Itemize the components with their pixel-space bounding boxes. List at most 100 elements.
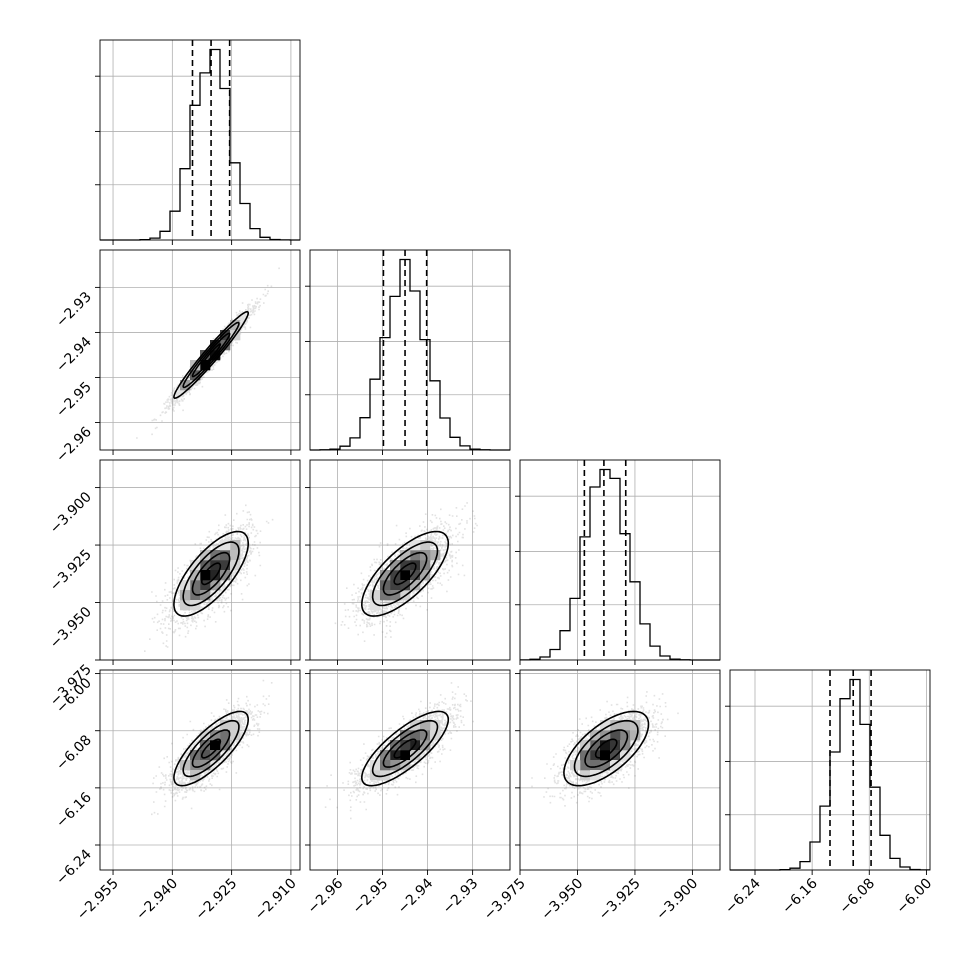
hist2d-cell xyxy=(610,760,621,771)
histogram-2 xyxy=(520,468,720,661)
density-3-1 xyxy=(324,682,474,820)
hist2d-cell xyxy=(580,750,591,761)
x-tick-label: −2.96 xyxy=(305,875,347,917)
hist2d-cell xyxy=(410,750,421,761)
hist2d-cell xyxy=(190,360,201,371)
hist2d-cell xyxy=(620,720,631,731)
y-tick-label: −3.925 xyxy=(47,547,95,595)
hist2d-cell xyxy=(600,720,611,731)
panel-frame xyxy=(519,669,721,871)
hist2d-cell xyxy=(220,570,231,581)
y-tick-label: −2.95 xyxy=(53,379,95,421)
x-tick-label: −2.95 xyxy=(350,876,392,918)
hist2d-cell xyxy=(390,580,401,591)
hist2d-cell xyxy=(380,750,391,761)
x-tick-label: −3.950 xyxy=(538,876,586,924)
contour-0 xyxy=(201,738,222,759)
density-2-0 xyxy=(144,504,274,652)
contour-2 xyxy=(371,541,439,607)
hist2d-cell xyxy=(580,770,591,781)
hist2d-cell xyxy=(600,750,611,761)
hist2d-cell xyxy=(220,730,231,741)
panel-frame xyxy=(309,459,511,661)
panel-frame xyxy=(99,459,301,661)
hist2d-cell xyxy=(200,580,211,591)
hist2d-cell xyxy=(420,740,431,751)
hist2d-cell xyxy=(420,570,431,581)
contour-0 xyxy=(594,738,618,759)
y-tick-label: −6.16 xyxy=(53,789,95,831)
contour-2 xyxy=(182,541,240,607)
hist2d-cell xyxy=(630,730,641,741)
panel-0-0 xyxy=(95,39,301,241)
x-tick-label: −3.900 xyxy=(653,876,701,924)
hist2d-cell xyxy=(210,550,221,561)
panel-1-0 xyxy=(99,249,301,451)
hist2d-cell xyxy=(400,730,411,741)
hist2d-cell xyxy=(380,570,391,581)
x-tick-label: −6.16 xyxy=(779,875,821,917)
hist2d-cell xyxy=(390,590,401,601)
density-3-0 xyxy=(151,679,273,816)
hist2d-cell xyxy=(220,720,231,731)
hist2d-cell xyxy=(410,730,421,741)
density-3-2 xyxy=(531,691,679,807)
hist2d-cell xyxy=(420,730,431,741)
y-tick-label: −6.24 xyxy=(53,846,95,888)
x-tick-label: −6.08 xyxy=(836,876,878,918)
hist2d-cell xyxy=(430,720,441,731)
contour-3 xyxy=(360,710,450,787)
panel-frame xyxy=(99,249,301,451)
hist2d-cell xyxy=(190,580,201,591)
hist2d-cell xyxy=(210,730,221,741)
panel-1-1 xyxy=(305,249,511,451)
hist2d-cell xyxy=(610,720,621,731)
y-tick-label: −2.96 xyxy=(53,424,95,466)
x-tick-label: −2.93 xyxy=(440,876,482,918)
hist2d-cell xyxy=(610,730,621,741)
hist2d-cell xyxy=(590,740,601,751)
hist2d-cell xyxy=(230,540,241,551)
hist2d-cell xyxy=(180,380,191,391)
contour-0 xyxy=(393,562,417,586)
hist2d-cell xyxy=(220,560,231,571)
panel-frame xyxy=(309,669,511,871)
panel-3-1 xyxy=(309,669,511,871)
hist2d-cell xyxy=(380,590,391,601)
hist2d-cell xyxy=(420,540,431,551)
panel-frame xyxy=(99,39,301,241)
contour-3 xyxy=(173,710,250,787)
hist2d-cell xyxy=(390,570,401,581)
contour-0 xyxy=(201,562,222,586)
hist2d-cell xyxy=(230,320,241,331)
x-tick-label: −2.925 xyxy=(192,876,240,924)
panel-3-0 xyxy=(99,669,301,871)
hist2d-cell xyxy=(610,740,621,751)
x-tick-label: −6.24 xyxy=(722,875,764,917)
hist2d-cell xyxy=(230,550,241,561)
hist2d-cell xyxy=(580,760,591,771)
hist2d-cell xyxy=(590,760,601,771)
hist2d-cell xyxy=(370,760,381,771)
contour-1 xyxy=(382,729,428,768)
panel-frame xyxy=(729,669,931,871)
panel-frame xyxy=(309,249,511,451)
hist2d-cell xyxy=(190,570,201,581)
hist2d-cell xyxy=(210,570,221,581)
hist2d-cell xyxy=(200,750,211,761)
hist2d-cell xyxy=(400,740,411,751)
hist2d-cell xyxy=(600,760,611,771)
hist2d-cell xyxy=(390,560,401,571)
hist2d-cell xyxy=(220,540,231,551)
hist2d-cell xyxy=(400,550,411,561)
hist2d-cell xyxy=(200,360,211,371)
density-2-1 xyxy=(334,502,478,642)
panel-3-2 xyxy=(519,669,721,871)
hist2d-cell xyxy=(370,590,381,601)
hist2d-cell xyxy=(180,600,191,611)
hist2d-cell xyxy=(410,550,421,561)
hist2d-cell xyxy=(210,750,221,761)
hist2d-cell xyxy=(380,760,391,771)
histogram-1 xyxy=(310,258,510,451)
y-tick-label: −3.950 xyxy=(47,604,95,652)
